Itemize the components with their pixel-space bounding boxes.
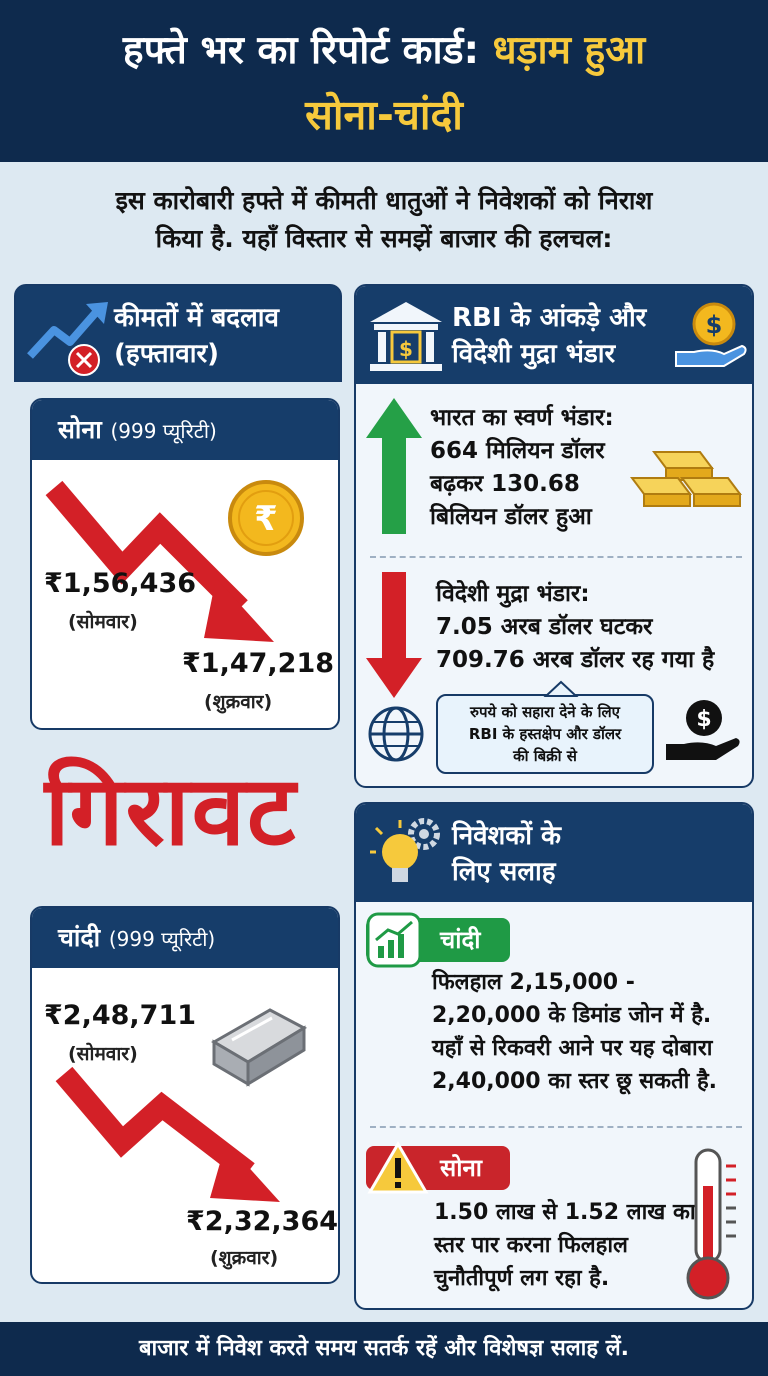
forex-reserve-line3: 709.76 अरब डॉलर रह गया है bbox=[436, 647, 715, 673]
forex-reserve-text: विदेशी मुद्रा भंडार: 7.05 अरब डॉलर घटकर … bbox=[436, 578, 714, 677]
gold-advice-line3: चुनौतीपूर्ण लग रहा है. bbox=[434, 1266, 610, 1291]
silver-advice-text: फिलहाल 2,15,000 - 2,20,000 के डिमांड जोन… bbox=[432, 966, 717, 1098]
header-banner: हफ्ते भर का रिपोर्ट कार्ड: धड़ाम हुआ सोन… bbox=[0, 0, 768, 162]
growth-chart-icon bbox=[366, 912, 422, 968]
thermometer-icon bbox=[686, 1148, 736, 1300]
silver-advice-tag-label: चांदी bbox=[440, 926, 481, 954]
gold-friday-price: ₹1,47,218 bbox=[182, 648, 335, 679]
intro-text: इस कारोबारी हफ्ते में कीमती धातुओं ने नि… bbox=[20, 182, 748, 258]
silver-advice-line3: यहाँ से रिकवरी आने पर यह दोबारा bbox=[432, 1036, 713, 1061]
svg-text:$: $ bbox=[706, 311, 723, 339]
rbi-panel-header: $ RBI के आंकड़े और विदेशी मुद्रा भंडार $ bbox=[356, 286, 752, 384]
rbi-section-divider bbox=[370, 556, 742, 558]
hand-dollar-icon: $ bbox=[675, 302, 747, 367]
advice-panel-title-line1: निवेशकों के bbox=[452, 821, 562, 851]
trend-arrow-icon bbox=[27, 302, 108, 376]
rbi-panel-title-line1: RBI के आंकड़े और bbox=[452, 303, 647, 333]
gold-reserve-line2: 664 मिलियन डॉलर bbox=[430, 438, 605, 464]
svg-text:$: $ bbox=[399, 337, 413, 361]
silver-friday-label: (शुक्रवार) bbox=[210, 1247, 279, 1269]
globe-icon bbox=[368, 706, 424, 762]
gold-price-card: सोना (999 प्यूरिटी) bbox=[30, 398, 340, 730]
down-arrow-icon bbox=[366, 572, 422, 698]
hand-coin-icon: $ bbox=[666, 700, 740, 760]
silver-card-name: चांदी bbox=[58, 923, 101, 952]
gold-card-name: सोना bbox=[58, 415, 102, 444]
rbi-intervention-note: रुपये को सहारा देने के लिए RBI के हस्तक्… bbox=[436, 694, 654, 774]
forex-reserve-line1: विदेशी मुद्रा भंडार: bbox=[436, 581, 590, 607]
silver-card-header: चांदी (999 प्यूरिटी) bbox=[32, 908, 338, 968]
gold-reserve-text: भारत का स्वर्ण भंडार: 664 मिलियन डॉलर बढ… bbox=[430, 402, 614, 534]
silver-down-trend-arrow-icon bbox=[55, 1066, 280, 1202]
gold-down-trend-arrow-icon bbox=[45, 480, 274, 642]
gold-advice-line1: 1.50 लाख से 1.52 लाख का bbox=[434, 1200, 696, 1225]
silver-monday-label: (सोमवार) bbox=[68, 1043, 138, 1065]
note-line3: की बिक्री से bbox=[513, 747, 577, 765]
gold-reserve-line1: भारत का स्वर्ण भंडार: bbox=[430, 405, 614, 431]
fall-headline: गिरावट bbox=[44, 755, 298, 867]
silver-bar-icon bbox=[211, 1008, 308, 1087]
gold-bars-icon bbox=[630, 451, 742, 507]
price-panel-title-line1: कीमतों में बदलाव bbox=[114, 303, 279, 333]
silver-advice-line1: फिलहाल 2,15,000 - bbox=[432, 970, 635, 995]
page-title-line2: सोना-चांदी bbox=[305, 91, 463, 139]
forex-reserve-line2: 7.05 अरब डॉलर घटकर bbox=[436, 614, 653, 640]
gold-friday-label: (शुक्रवार) bbox=[204, 691, 273, 713]
note-line2: RBI के हस्तक्षेप और डॉलर bbox=[468, 725, 622, 743]
gold-advice-text: 1.50 लाख से 1.52 लाख का स्तर पार करना फि… bbox=[434, 1196, 696, 1295]
intro-line2: किया है. यहाँ विस्तार से समझें बाजार की … bbox=[155, 224, 613, 253]
price-panel-header: कीमतों में बदलाव (हफ्तावार) bbox=[14, 284, 342, 382]
rupee-coin-symbol: ₹ bbox=[254, 499, 278, 539]
gold-card-purity: (999 प्यूरिटी) bbox=[110, 419, 217, 443]
silver-card-purity: (999 प्यूरिटी) bbox=[108, 927, 216, 951]
note-line1: रुपये को सहारा देने के लिए bbox=[470, 703, 620, 721]
bubble-tail-icon bbox=[543, 680, 579, 697]
intro-line1: इस कारोबारी हफ्ते में कीमती धातुओं ने नि… bbox=[115, 186, 653, 215]
silver-advice-line4: 2,40,000 का स्तर छू सकती है. bbox=[432, 1069, 718, 1094]
gold-reserve-line4: बिलियन डॉलर हुआ bbox=[430, 504, 592, 530]
silver-advice-line2: 2,20,000 के डिमांड जोन में है. bbox=[432, 1003, 712, 1028]
advice-panel-title-line2: लिए सलाह bbox=[452, 857, 556, 887]
title-gold-part: धड़ाम हुआ bbox=[492, 28, 646, 73]
footer-disclaimer: बाजार में निवेश करते समय सतर्क रहें और व… bbox=[0, 1322, 768, 1376]
price-panel-title-line2: (हफ्तावार) bbox=[114, 339, 219, 369]
advice-section-divider bbox=[370, 1126, 742, 1128]
gold-advice-line2: स्तर पार करना फिलहाल bbox=[434, 1233, 628, 1258]
investor-advice-panel: निवेशकों के लिए सलाह bbox=[354, 802, 754, 1310]
silver-friday-price: ₹2,32,364 bbox=[186, 1206, 339, 1237]
rbi-panel-title-line2: विदेशी मुद्रा भंडार bbox=[452, 339, 616, 369]
rupee-coin-icon: ₹ bbox=[228, 480, 304, 556]
svg-text:$: $ bbox=[696, 707, 711, 732]
gold-monday-price: ₹1,56,436 bbox=[44, 568, 197, 599]
price-change-panel: कीमतों में बदलाव (हफ्तावार) bbox=[14, 284, 342, 1310]
bank-building-icon: $ bbox=[370, 302, 442, 371]
gold-advice-tag-label: सोना bbox=[440, 1154, 482, 1182]
up-arrow-icon bbox=[366, 398, 422, 534]
page-title-line1: हफ्ते भर का रिपोर्ट कार्ड: धड़ाम हुआ bbox=[0, 22, 768, 75]
lightbulb-gear-icon bbox=[370, 818, 440, 882]
gold-card-header: सोना (999 प्यूरिटी) bbox=[32, 400, 338, 460]
gold-reserve-line3: बढ़कर 130.68 bbox=[430, 471, 580, 497]
gold-monday-label: (सोमवार) bbox=[68, 611, 138, 633]
title-white-part: हफ्ते भर का रिपोर्ट कार्ड: bbox=[122, 28, 480, 73]
warning-triangle-icon bbox=[367, 1141, 429, 1194]
advice-panel-header: निवेशकों के लिए सलाह bbox=[356, 804, 752, 902]
silver-monday-price: ₹2,48,711 bbox=[44, 1000, 197, 1031]
